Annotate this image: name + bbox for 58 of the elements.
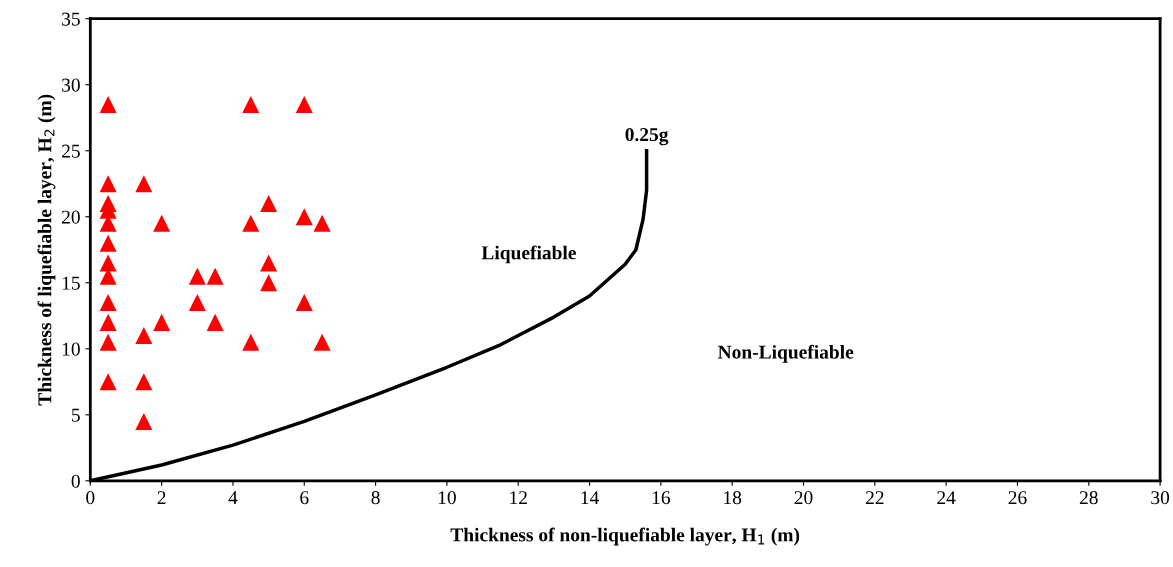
point [99,96,117,114]
x-tick-label: 4 [228,491,238,505]
x-tick-label: 22 [865,491,884,505]
point [295,294,313,312]
point [206,313,224,331]
y-axis-title: Thickness of liquefiable layer, H$_{2}$ (m) [37,94,56,406]
point [295,208,313,226]
point [242,214,260,232]
point [206,267,224,285]
point [99,333,117,351]
point [99,175,117,193]
x-tick-label: 6 [300,491,309,505]
point [99,294,117,312]
point [188,267,206,285]
point [99,313,117,331]
point [260,195,278,213]
x-axis-title: Thickness of non-liquefiable layer, H$_{1}$ (m) [450,527,800,546]
point [135,327,153,345]
point [295,96,313,114]
x-tick-label: 10 [438,491,456,505]
y-tick-label: 10 [62,342,80,356]
x-tick-label: 8 [371,491,380,505]
x-tick-label: 0 [86,491,95,505]
point [135,175,153,193]
x-tick-label: 20 [794,491,813,505]
x-tick-label: 16 [652,491,671,505]
x-tick-label: 26 [1008,491,1027,505]
x-tick-label: 28 [1079,491,1098,505]
point [260,274,278,292]
point [99,373,117,391]
point [153,214,171,232]
x-tick-label: 18 [724,491,742,505]
x-tick-label: 2 [157,491,166,505]
point [135,373,153,391]
annotation: 0.25g [625,127,669,146]
point [99,234,117,252]
point [313,333,331,351]
point [260,254,278,272]
y-tick-label: 25 [62,144,80,158]
point [99,254,117,272]
y-tick-label: 15 [62,276,80,290]
x-tick-label: 14 [581,491,599,505]
y-tick-label: 30 [62,78,80,92]
annotation: Non-Liquefiable [717,344,854,363]
point [135,412,153,430]
x-tick-label: 24 [937,491,956,505]
y-tick-label: 5 [72,408,80,422]
y-tick-label: 20 [62,210,80,224]
x-tick-label: 12 [510,491,527,505]
point [242,333,260,351]
point [188,294,206,312]
y-tick-label: 0 [71,474,80,488]
y-tick-label: 35 [62,12,80,26]
point [153,313,171,331]
point [313,214,331,232]
point [242,96,260,114]
x-tick-label: 30 [1151,491,1170,505]
annotation: Liquefiable [481,245,576,264]
